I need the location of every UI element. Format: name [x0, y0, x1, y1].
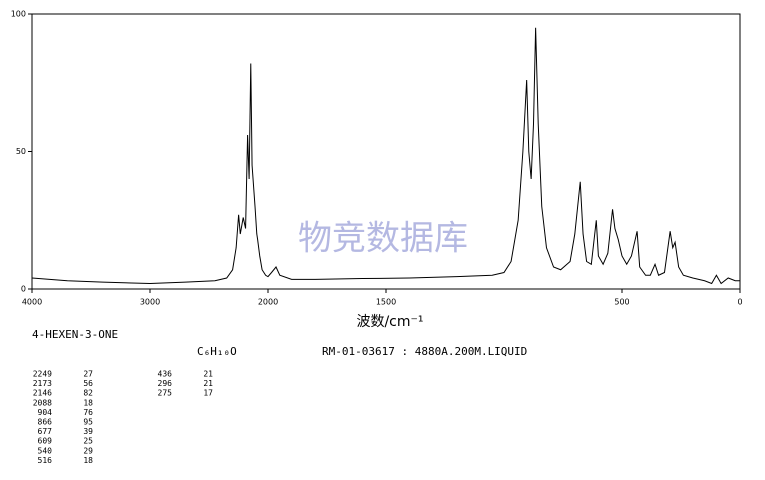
peak-intensity: 21: [203, 370, 213, 379]
peak-intensity: 39: [83, 427, 93, 436]
peak-intensity: 27: [83, 370, 93, 379]
peak-wavenumber: 2249: [33, 370, 52, 379]
formula: C₆H₁₀O: [197, 345, 237, 358]
peak-wavenumber: 609: [38, 437, 53, 446]
peak-intensity: 56: [83, 379, 93, 388]
peak-intensity: 21: [203, 379, 213, 388]
spectrum-line: [31, 27, 740, 285]
peak-wavenumber: 275: [158, 389, 173, 398]
peak-intensity: 29: [83, 446, 93, 455]
x-tick-label: 3000: [140, 298, 160, 307]
x-axis-label: 波数/cm⁻¹: [356, 314, 423, 330]
watermark: 物竞数据库: [298, 219, 468, 259]
peak-wavenumber: 436: [158, 370, 173, 379]
peak-intensity: 76: [83, 408, 93, 417]
x-tick-label: 1500: [376, 298, 396, 307]
peak-intensity: 18: [83, 398, 93, 407]
sample-info: RM-01-03617 : 4880A.200M.LIQUID: [322, 345, 527, 358]
x-tick-label: 4000: [22, 298, 42, 307]
peak-wavenumber: 516: [38, 456, 53, 465]
y-tick-label: 100: [11, 10, 26, 19]
peak-wavenumber: 866: [38, 418, 53, 427]
peak-wavenumber: 2088: [33, 398, 52, 407]
peak-wavenumber: 904: [38, 408, 53, 417]
peak-wavenumber: 296: [158, 379, 173, 388]
y-tick-label: 50: [16, 147, 26, 156]
x-tick-label: 500: [614, 298, 629, 307]
y-tick-label: 0: [21, 285, 26, 294]
x-tick-label: 0: [737, 298, 742, 307]
peak-intensity: 18: [83, 456, 93, 465]
x-tick-label: 2000: [258, 298, 278, 307]
peak-intensity: 25: [83, 437, 93, 446]
peak-intensity: 95: [83, 418, 93, 427]
compound-name: 4-HEXEN-3-ONE: [32, 328, 118, 341]
peak-wavenumber: 2146: [33, 389, 52, 398]
peak-wavenumber: 2173: [33, 379, 52, 388]
peak-wavenumber: 540: [38, 446, 53, 455]
peak-intensity: 17: [203, 389, 213, 398]
peak-wavenumber: 677: [38, 427, 53, 436]
peak-intensity: 82: [83, 389, 93, 398]
